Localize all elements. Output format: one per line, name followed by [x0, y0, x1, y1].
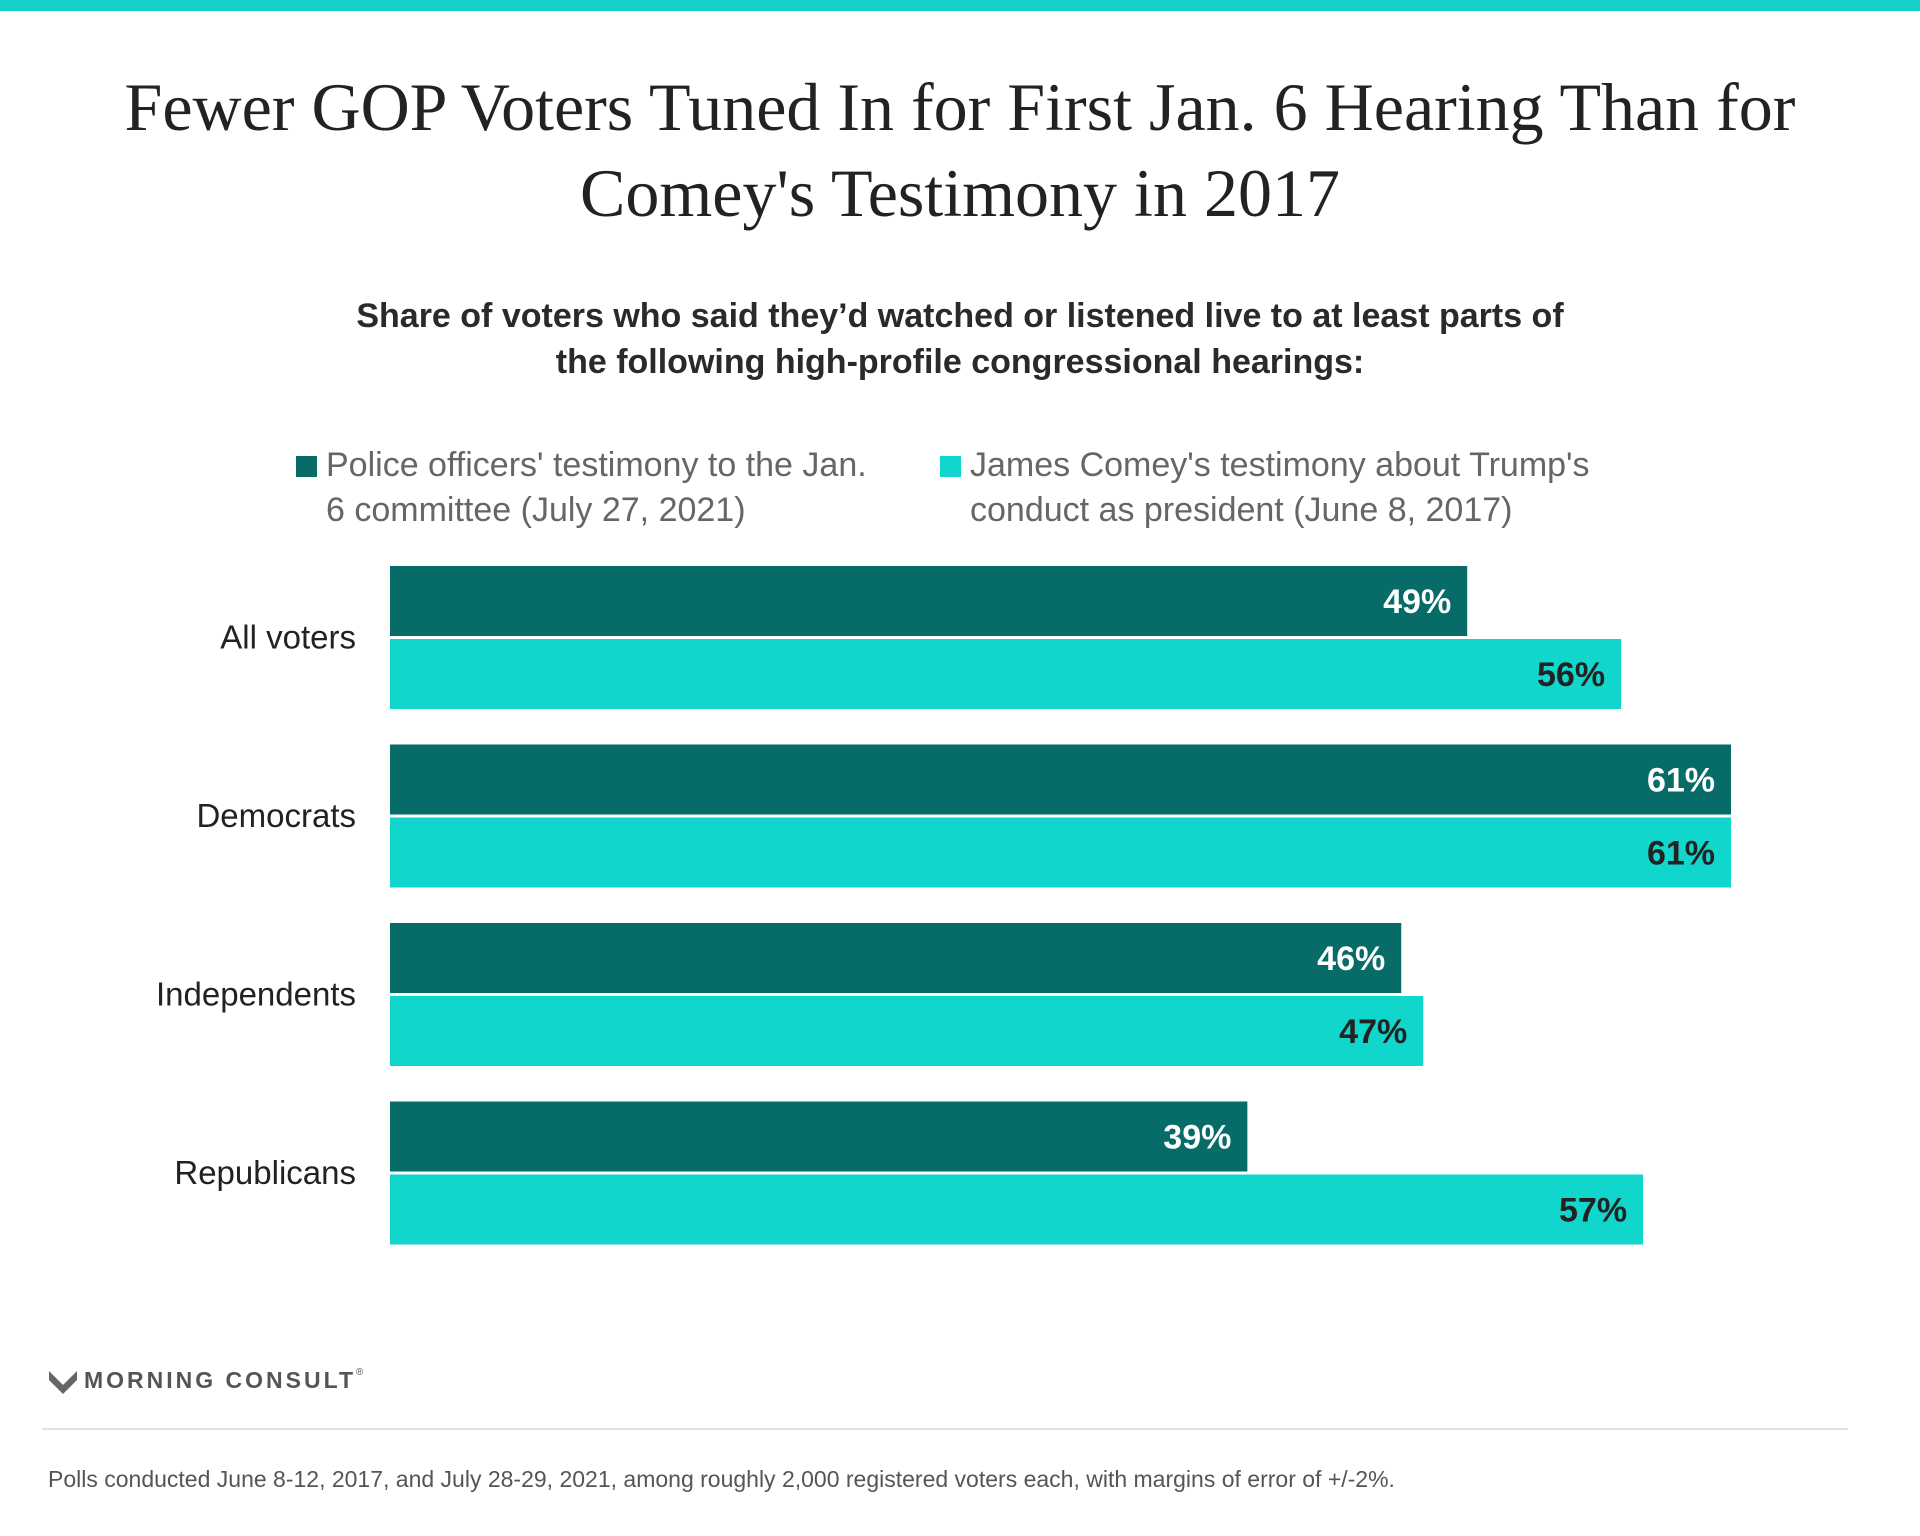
morning-consult-m-icon: [49, 1371, 77, 1394]
top-accent-bar: [0, 0, 1920, 11]
brand-name: MORNING CONSULT®: [84, 1367, 363, 1394]
bar-democrats-2017: [390, 817, 1731, 888]
bar-republicans-2017: [390, 1174, 1644, 1245]
footer-note: Polls conducted June 8-12, 2017, and Jul…: [48, 1466, 1395, 1492]
bar-republicans-2021: [390, 1101, 1248, 1172]
bar-chart: All voters 49% 56% Democrats 61% 61% Independe…: [156, 566, 1731, 1245]
data-label-republicans-2017: 57%: [1559, 1192, 1627, 1230]
data-label-republicans-2021: 39%: [1163, 1119, 1231, 1157]
brand-name-text: MORNING CONSULT: [84, 1367, 357, 1393]
bar-independents-2017: [390, 996, 1424, 1066]
category-label-republicans: Republicans: [174, 1154, 356, 1191]
data-label-independents-2017: 47%: [1339, 1013, 1407, 1051]
data-label-independents-2021: 46%: [1317, 940, 1385, 978]
category-label-all-voters: All voters: [220, 619, 356, 656]
data-label-all-voters-2021: 49%: [1383, 583, 1451, 621]
chart-title: Fewer GOP Voters Tuned In for First Jan.…: [124, 69, 1796, 231]
category-label-independents: Independents: [156, 976, 356, 1013]
bar-all-voters-2021: [390, 566, 1468, 636]
bar-all-voters-2017: [390, 639, 1622, 709]
category-label-democrats: Democrats: [196, 797, 356, 834]
registered-mark: ®: [356, 1367, 364, 1378]
data-label-democrats-2017: 61%: [1647, 835, 1715, 873]
legend-label-2017: James Comey's testimony about Trump's co…: [970, 446, 1590, 529]
data-label-democrats-2021: 61%: [1647, 762, 1715, 800]
chart-subtitle: Share of voters who said they’d watched …: [356, 297, 1564, 381]
legend-swatch-2021: [296, 456, 317, 477]
footer-divider: [42, 1428, 1848, 1430]
bar-democrats-2021: [390, 744, 1731, 815]
data-label-all-voters-2017: 56%: [1537, 656, 1605, 694]
legend-swatch-2017: [940, 456, 961, 477]
legend-label-2021: Police officers' testimony to the Jan. 6…: [326, 446, 867, 529]
bar-independents-2021: [390, 923, 1402, 993]
